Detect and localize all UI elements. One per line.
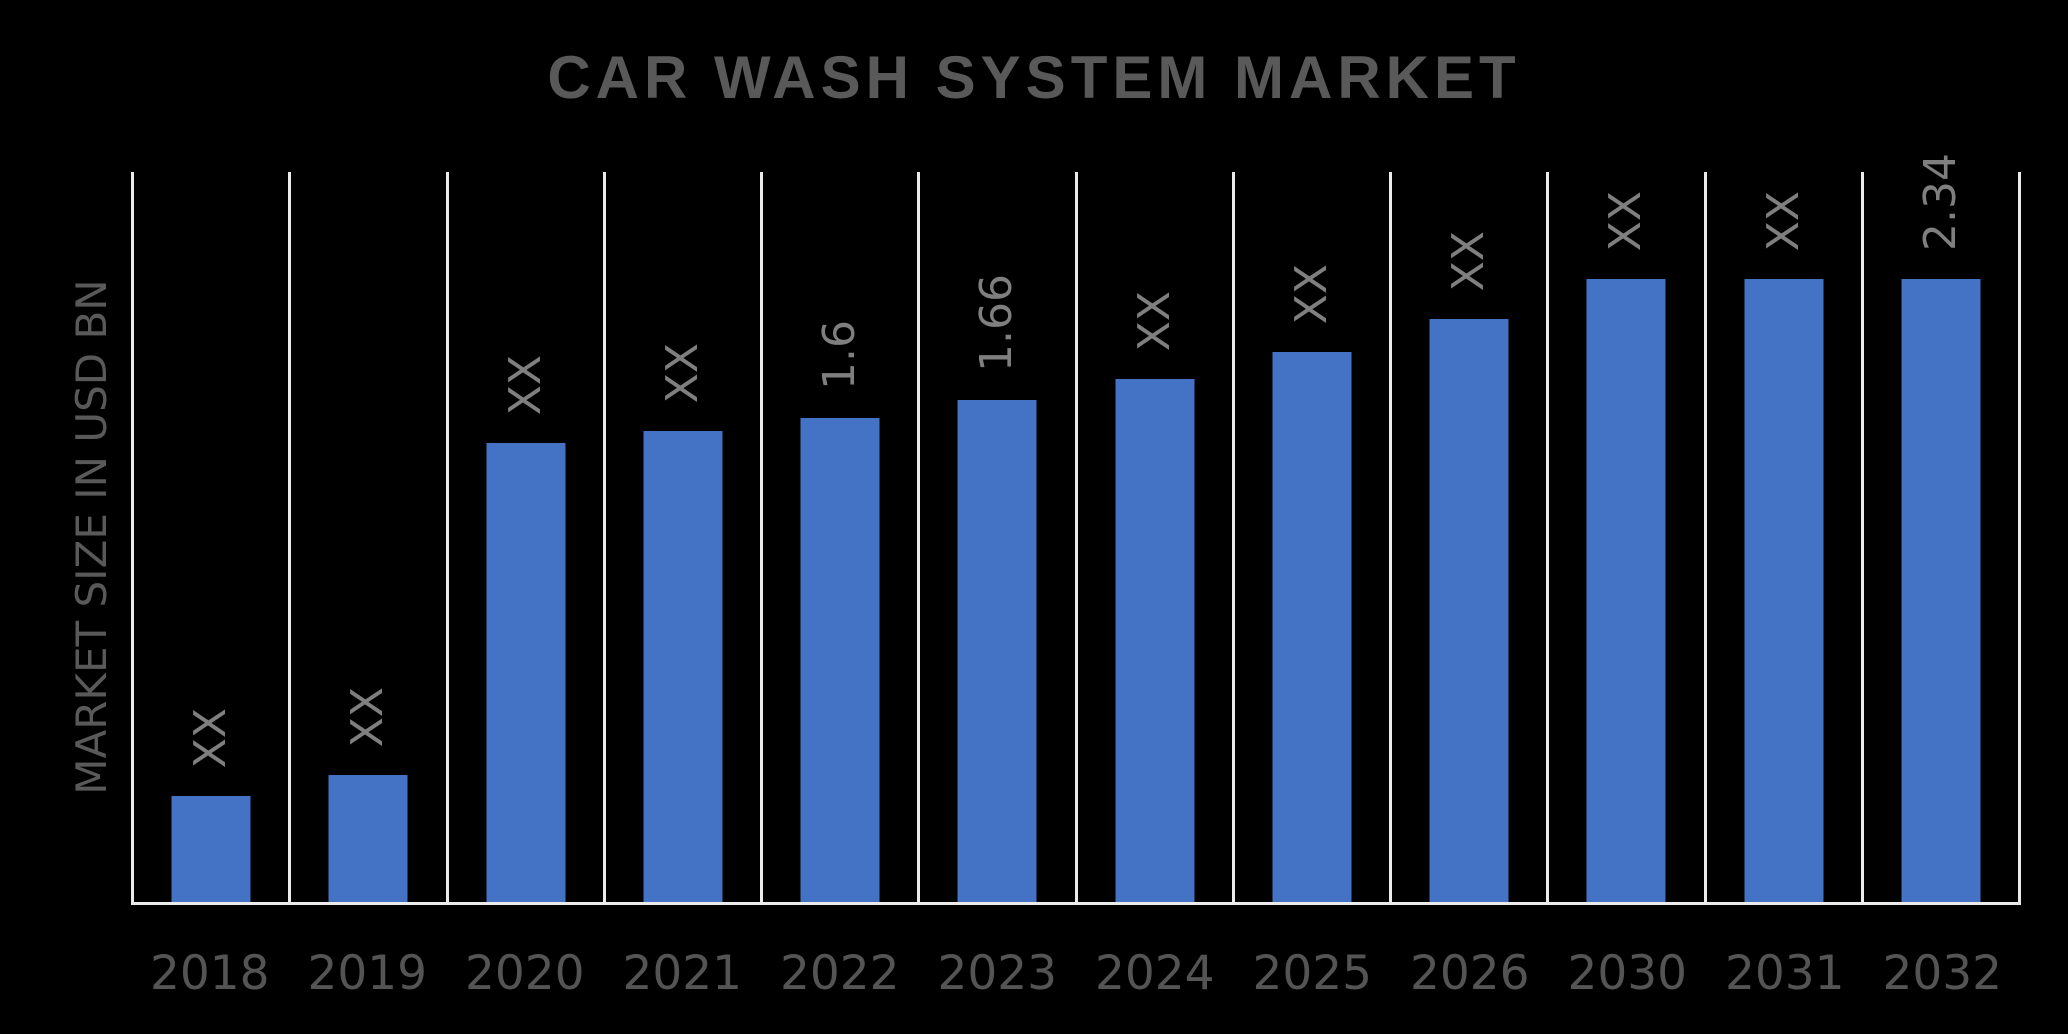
chart-column-2021: XX <box>602 172 760 902</box>
x-axis-label-2026: 2026 <box>1409 946 1530 1001</box>
bar-2022 <box>800 418 880 902</box>
x-axis-label-2024: 2024 <box>1094 946 1215 1001</box>
x-axis-label-2021: 2021 <box>622 946 743 1001</box>
bar-value-label-2018: XX <box>185 707 237 768</box>
bar-value-label-2032: 2.34 <box>1914 153 1966 251</box>
bar-value-label-2023: 1.66 <box>971 274 1023 372</box>
x-axis-label-2019: 2019 <box>307 946 428 1001</box>
bar-2024 <box>1115 379 1195 902</box>
x-axis-label-2031: 2031 <box>1724 946 1845 1001</box>
x-axis-label-2032: 2032 <box>1882 946 2003 1001</box>
chart-column-2019: XX <box>288 172 445 902</box>
x-axis-label-2022: 2022 <box>779 946 900 1001</box>
chart-column-2031: XX <box>1703 172 1861 902</box>
bar-value-label-2021: XX <box>656 342 708 403</box>
bar-value-label-2031: XX <box>1757 190 1809 251</box>
chart-column-2026: XX <box>1389 172 1546 902</box>
bar-2032 <box>1901 279 1981 902</box>
x-axis-label-2025: 2025 <box>1252 946 1373 1001</box>
chart-column-2025: XX <box>1231 172 1389 902</box>
chart-column-2022: 1.6 <box>760 172 917 902</box>
bar-2020 <box>486 443 566 902</box>
bar-2023 <box>957 400 1037 902</box>
chart-column-2020: XX <box>445 172 603 902</box>
bar-2021 <box>643 431 723 902</box>
bar-value-label-2025: XX <box>1285 263 1337 324</box>
chart-column-2023: 1.66 <box>917 172 1074 902</box>
chart-title: CAR WASH SYSTEM MARKET <box>547 44 1521 111</box>
x-axis-label-2030: 2030 <box>1567 946 1688 1001</box>
bar-2018 <box>171 796 251 902</box>
x-axis-label-2020: 2020 <box>464 946 585 1001</box>
bar-value-label-2022: 1.6 <box>814 320 866 390</box>
bar-value-label-2024: XX <box>1128 290 1180 351</box>
bar-value-label-2019: XX <box>342 686 394 747</box>
chart-column-2018: XX <box>131 172 288 902</box>
bar-value-label-2030: XX <box>1600 190 1652 251</box>
bar-2026 <box>1429 319 1509 902</box>
plot-area: XX XX XX XX 1.6 1.66 XX XX XX XX XX 2.34 <box>131 153 2021 905</box>
x-axis-label-2018: 2018 <box>149 946 270 1001</box>
chart-column-2032: 2.34 <box>1860 153 2018 902</box>
bar-value-label-2026: XX <box>1443 230 1495 291</box>
y-axis-title: MARKET SIZE IN USD BN <box>67 279 116 795</box>
bar-2025 <box>1272 352 1352 902</box>
bar-value-label-2020: XX <box>499 354 551 415</box>
chart-column-2024: XX <box>1074 172 1232 902</box>
bar-2031 <box>1744 279 1824 902</box>
bar-2019 <box>328 775 408 902</box>
x-axis-labels: 2018 2019 2020 2021 2022 2023 2024 2025 2026 2030… <box>131 950 2021 997</box>
chart-column-2030: XX <box>1546 172 1703 902</box>
bar-2030 <box>1586 279 1666 902</box>
x-axis-label-2023: 2023 <box>937 946 1058 1001</box>
